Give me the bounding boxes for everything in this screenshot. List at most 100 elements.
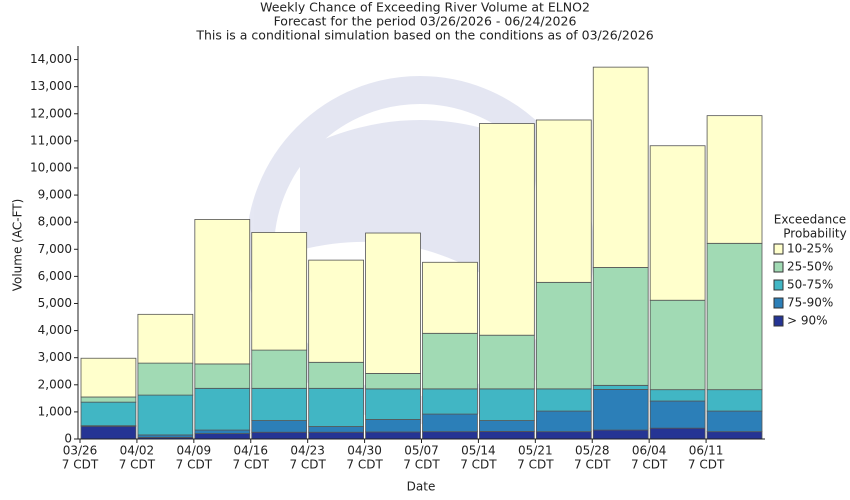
y-tick-label: 3,000 bbox=[38, 350, 72, 364]
bar-segment bbox=[80, 396, 137, 403]
x-tick-label: 7 CDT bbox=[233, 458, 270, 472]
bar-segment bbox=[365, 373, 421, 390]
legend-swatch bbox=[773, 315, 784, 327]
bar-segment bbox=[479, 431, 535, 440]
legend-label: 50-75% bbox=[787, 278, 833, 292]
x-tick-label: 06/11 bbox=[689, 444, 724, 458]
bar-segment bbox=[251, 387, 308, 421]
legend-title: Exceedance bbox=[774, 213, 846, 227]
x-tick-label: 04/30 bbox=[347, 444, 382, 458]
bar-segment bbox=[365, 388, 421, 420]
bar-segment bbox=[137, 362, 194, 396]
bar-segment bbox=[194, 429, 251, 434]
subtitle: This is a conditional simulation based o… bbox=[195, 28, 653, 43]
x-tick-label: 7 CDT bbox=[574, 458, 611, 472]
bar-segment bbox=[649, 299, 706, 391]
y-tick-label: 1,000 bbox=[38, 404, 72, 418]
bar-segment bbox=[592, 429, 649, 440]
bar-segment bbox=[706, 115, 763, 244]
bar-segment bbox=[649, 427, 706, 440]
bar-segment bbox=[422, 388, 478, 415]
bar-segment bbox=[308, 431, 364, 440]
bar-segment bbox=[706, 242, 763, 391]
y-tick-label: 10,000 bbox=[30, 160, 72, 174]
x-tick-label: 7 CDT bbox=[460, 458, 497, 472]
bar-segment bbox=[706, 389, 763, 412]
x-tick-label: 7 CDT bbox=[62, 458, 99, 472]
x-tick-label: 05/28 bbox=[575, 444, 610, 458]
bar-segment bbox=[535, 388, 592, 412]
bar-segment bbox=[592, 389, 649, 431]
bar-segment bbox=[422, 261, 478, 334]
x-tick-label: 05/07 bbox=[404, 444, 439, 458]
bar-segment bbox=[251, 349, 308, 389]
y-tick-label: 2,000 bbox=[38, 377, 72, 391]
bar-segment bbox=[194, 387, 251, 431]
bar-segment bbox=[706, 431, 763, 440]
bar-segment bbox=[365, 232, 421, 374]
bar-segment bbox=[479, 334, 535, 390]
y-axis-label: Volume (AC-FT) bbox=[11, 199, 25, 292]
legend-label: > 90% bbox=[787, 314, 828, 328]
x-tick-label: 04/09 bbox=[177, 444, 212, 458]
x-tick-label: 05/14 bbox=[461, 444, 496, 458]
bar-segment bbox=[80, 357, 137, 398]
y-tick-label: 0 bbox=[64, 432, 72, 446]
bar-segment bbox=[706, 410, 763, 433]
bar-segment bbox=[365, 431, 421, 440]
bar-segment bbox=[535, 431, 592, 440]
y-tick-label: 5,000 bbox=[38, 296, 72, 310]
y-tick-label: 7,000 bbox=[38, 242, 72, 256]
x-tick-label: 06/04 bbox=[632, 444, 667, 458]
bar-segment bbox=[479, 388, 535, 421]
title: Weekly Chance of Exceeding River Volume … bbox=[260, 0, 590, 15]
bar-segment bbox=[194, 363, 251, 389]
x-tick-label: 7 CDT bbox=[688, 458, 725, 472]
bar-segment bbox=[137, 313, 194, 364]
bar-segment bbox=[308, 259, 364, 363]
subtitle: Forecast for the period 03/26/2026 - 06/… bbox=[274, 14, 577, 29]
x-tick-label: 04/16 bbox=[233, 444, 268, 458]
bar-segment bbox=[649, 400, 706, 429]
x-tick-label: 7 CDT bbox=[119, 458, 156, 472]
x-axis-label: Date bbox=[407, 480, 436, 494]
y-tick-label: 11,000 bbox=[30, 133, 72, 147]
legend-label: 10-25% bbox=[787, 242, 833, 256]
x-tick-label: 7 CDT bbox=[289, 458, 326, 472]
bar-segment bbox=[649, 145, 706, 301]
bar-segment bbox=[422, 413, 478, 433]
bar-segment bbox=[308, 387, 364, 427]
bar-segment bbox=[194, 433, 251, 440]
legend-title: Probability bbox=[783, 227, 846, 241]
bar-segment bbox=[365, 419, 421, 433]
bar-segment bbox=[137, 394, 194, 436]
bar-segment bbox=[251, 431, 308, 440]
bar-segment bbox=[479, 420, 535, 432]
y-tick-label: 13,000 bbox=[30, 79, 72, 93]
legend-label: 25-50% bbox=[787, 260, 833, 274]
bar-segment bbox=[80, 425, 137, 440]
bar-segment bbox=[80, 401, 137, 427]
legend-swatch bbox=[773, 297, 784, 309]
bar-segment bbox=[194, 219, 251, 365]
y-tick-label: 8,000 bbox=[38, 215, 72, 229]
x-tick-label: 04/02 bbox=[120, 444, 155, 458]
legend-swatch bbox=[773, 243, 784, 255]
y-tick-label: 6,000 bbox=[38, 269, 72, 283]
x-tick-label: 7 CDT bbox=[403, 458, 440, 472]
bar-segment bbox=[422, 332, 478, 390]
x-tick-label: 7 CDT bbox=[517, 458, 554, 472]
bar-segment bbox=[535, 410, 592, 433]
bar-segment bbox=[479, 123, 535, 336]
x-tick-label: 7 CDT bbox=[631, 458, 668, 472]
y-tick-label: 12,000 bbox=[30, 106, 72, 120]
y-tick-label: 9,000 bbox=[38, 188, 72, 202]
bar-segment bbox=[535, 281, 592, 390]
bar-segment bbox=[308, 361, 364, 389]
bar-segment bbox=[592, 66, 649, 268]
bar-segment bbox=[251, 420, 308, 433]
legend-swatch bbox=[773, 279, 784, 291]
bar-segment bbox=[535, 119, 592, 283]
x-tick-label: 7 CDT bbox=[346, 458, 383, 472]
